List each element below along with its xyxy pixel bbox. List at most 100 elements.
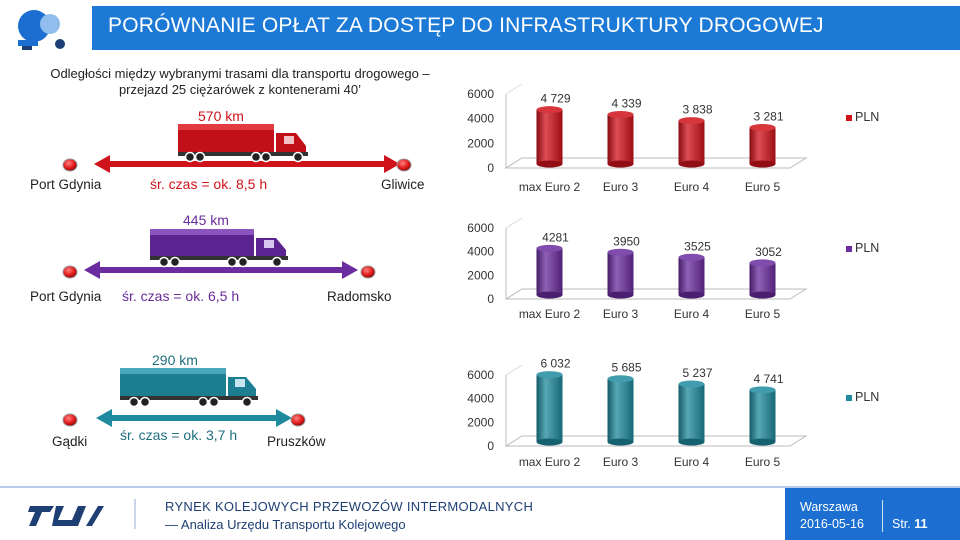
y-tick-label: 0 xyxy=(487,292,494,306)
page-label: Str. xyxy=(892,517,911,531)
data-label: 5 237 xyxy=(682,366,712,380)
route-1-to: Gliwice xyxy=(381,177,425,192)
speech-bubble-logo-icon xyxy=(18,10,65,50)
route-3-arrow xyxy=(96,409,292,427)
route-1-from: Port Gdynia xyxy=(30,177,102,192)
bar xyxy=(678,117,705,168)
chart-floor xyxy=(504,288,808,300)
data-label: 4281 xyxy=(542,230,569,244)
truck-icon xyxy=(120,368,258,408)
route-3-to: Pruszków xyxy=(267,434,326,449)
route-2-distance: 445 km xyxy=(183,212,229,228)
route-3-distance: 290 km xyxy=(152,352,198,368)
chart-floor xyxy=(504,435,808,447)
data-label: 4 741 xyxy=(753,372,783,386)
chart-3: 0 2000 4000 6000 6 032 max Euro 2 5 685 Euro 3 5… xyxy=(467,357,808,469)
bar xyxy=(749,259,776,299)
y-tick-label: 2000 xyxy=(467,268,494,282)
x-tick-label: Euro 5 xyxy=(745,180,781,194)
location-marker-icon xyxy=(290,413,306,427)
y-tick-label: 4000 xyxy=(467,112,494,126)
route-2-to: Radomsko xyxy=(327,289,392,304)
x-tick-label: max Euro 2 xyxy=(519,455,581,469)
bar xyxy=(536,244,563,299)
footer-vertical-separator xyxy=(882,500,883,532)
bar xyxy=(607,110,634,168)
footer-title: RYNEK KOLEJOWYCH PRZEWOZÓW INTERMODALNYC… xyxy=(165,499,534,514)
legend-swatch xyxy=(846,394,852,401)
x-tick-label: Euro 3 xyxy=(603,307,639,321)
data-label: 3 281 xyxy=(753,110,783,124)
bar xyxy=(607,375,634,446)
bar xyxy=(678,380,705,446)
header: PORÓWNANIE OPŁAT ZA DOSTĘP DO INFRASTRUK… xyxy=(0,0,960,56)
route-2-arrow xyxy=(84,261,358,279)
y-tick-label: 4000 xyxy=(467,245,494,259)
x-tick-label: Euro 4 xyxy=(674,307,710,321)
title-bar xyxy=(92,6,960,50)
legend-swatch xyxy=(846,114,852,121)
data-label: 5 685 xyxy=(611,361,641,375)
route-2-from: Port Gdynia xyxy=(30,289,102,304)
y-tick-label: 2000 xyxy=(467,415,494,429)
truck-icon xyxy=(150,229,288,268)
y-axis-depth xyxy=(505,83,523,95)
route-2-time: śr. czas = ok. 6,5 h xyxy=(122,288,240,304)
x-tick-label: max Euro 2 xyxy=(519,307,581,321)
footer-divider xyxy=(0,486,960,488)
y-tick-label: 6000 xyxy=(467,221,494,235)
x-tick-label: Euro 3 xyxy=(603,455,639,469)
x-tick-label: max Euro 2 xyxy=(519,180,581,194)
chart-2-legend: PLN xyxy=(846,241,879,255)
y-tick-label: 2000 xyxy=(467,136,494,150)
y-tick-label: 6000 xyxy=(467,368,494,382)
intro-line-1: Odległości między wybranymi trasami dla … xyxy=(50,66,430,81)
x-tick-label: Euro 3 xyxy=(603,180,639,194)
location-marker-icon xyxy=(62,413,78,427)
legend-label: PLN xyxy=(855,110,880,124)
route-1-arrow xyxy=(94,155,400,173)
footer-city: Warszawa xyxy=(800,500,858,514)
x-tick-label: Euro 5 xyxy=(745,307,781,321)
y-axis-depth xyxy=(505,217,523,229)
footer-info-box xyxy=(785,488,960,540)
y-tick-label: 0 xyxy=(487,439,494,453)
intro-line-2: przejazd 25 ciężarówek z kontenerami 40’ xyxy=(118,82,362,97)
y-tick-label: 6000 xyxy=(467,87,494,101)
x-tick-label: Euro 4 xyxy=(674,180,710,194)
footer-date: 2016-05-16 xyxy=(800,517,864,531)
route-3-from: Gądki xyxy=(52,434,88,449)
data-label: 3052 xyxy=(755,245,782,259)
page-number-value: 11 xyxy=(914,517,928,531)
truck-icon xyxy=(178,124,308,163)
chart-3-legend: PLN xyxy=(846,390,879,404)
route-1-time: śr. czas = ok. 8,5 h xyxy=(150,176,268,192)
page-number: Str. 11 xyxy=(892,517,927,531)
bar xyxy=(536,371,563,446)
chart-2: 0 2000 4000 6000 4281 max Euro 2 3950 Euro 3 352… xyxy=(467,217,808,321)
data-label: 4 339 xyxy=(611,96,641,110)
y-tick-label: 0 xyxy=(487,161,494,175)
bar xyxy=(536,106,563,168)
data-label: 3525 xyxy=(684,239,711,253)
location-marker-icon xyxy=(396,158,412,172)
data-label: 3 838 xyxy=(682,103,712,117)
footer-subtitle: — Analiza Urzędu Transportu Kolejowego xyxy=(165,517,406,532)
x-tick-label: Euro 5 xyxy=(745,455,781,469)
intro-text: Odległości między wybranymi trasami dla … xyxy=(40,66,440,98)
data-label: 3950 xyxy=(613,234,640,248)
legend-swatch xyxy=(846,245,852,252)
location-marker-icon xyxy=(62,158,78,172)
bar xyxy=(678,253,705,299)
route-3-time: śr. czas = ok. 3,7 h xyxy=(120,427,238,443)
legend-label: PLN xyxy=(855,241,880,255)
footer-separator xyxy=(134,499,136,529)
legend-label: PLN xyxy=(855,390,880,404)
page-title: PORÓWNANIE OPŁAT ZA DOSTĘP DO INFRASTRUK… xyxy=(108,14,824,37)
chart-1: 0 2000 4000 6000 4 729 max Euro 2 4 339 Euro 3 3… xyxy=(467,83,808,194)
location-marker-icon xyxy=(360,265,376,279)
y-axis-depth xyxy=(505,364,523,376)
chart-1-legend: PLN xyxy=(846,110,879,124)
